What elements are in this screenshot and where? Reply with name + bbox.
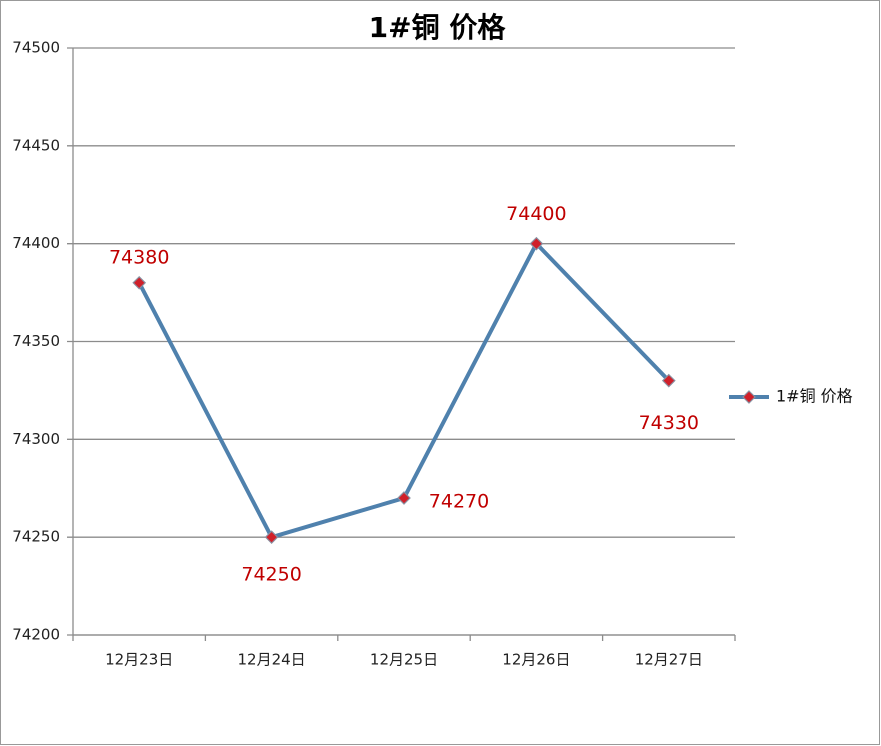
- value-label: 74330: [639, 412, 699, 434]
- value-label: 74380: [109, 246, 169, 268]
- y-tick-label: 74350: [12, 332, 60, 350]
- chart-title: 1#铜 价格: [369, 11, 507, 44]
- marker: [132, 275, 147, 290]
- legend-label: 1#铜 价格: [776, 387, 853, 406]
- y-tick-label: 74500: [12, 39, 60, 57]
- x-tick-label: 12月23日: [105, 651, 173, 669]
- value-label: 74400: [506, 203, 566, 225]
- y-tick-label: 74300: [12, 430, 60, 448]
- y-tick-label: 74200: [12, 626, 60, 644]
- marker: [529, 236, 544, 251]
- legend-marker: [742, 390, 756, 404]
- value-label: 74250: [241, 564, 301, 586]
- marker: [264, 530, 279, 545]
- x-tick-label: 12月27日: [635, 651, 703, 669]
- y-tick-label: 74400: [12, 234, 60, 252]
- x-tick-label: 12月24日: [238, 651, 306, 669]
- x-tick-label: 12月25日: [370, 651, 438, 669]
- y-tick-label: 74250: [12, 528, 60, 546]
- y-tick-label: 74450: [12, 136, 60, 154]
- marker: [397, 491, 411, 505]
- value-label: 74270: [429, 491, 489, 513]
- marker: [661, 373, 676, 388]
- x-tick-label: 12月26日: [502, 651, 570, 669]
